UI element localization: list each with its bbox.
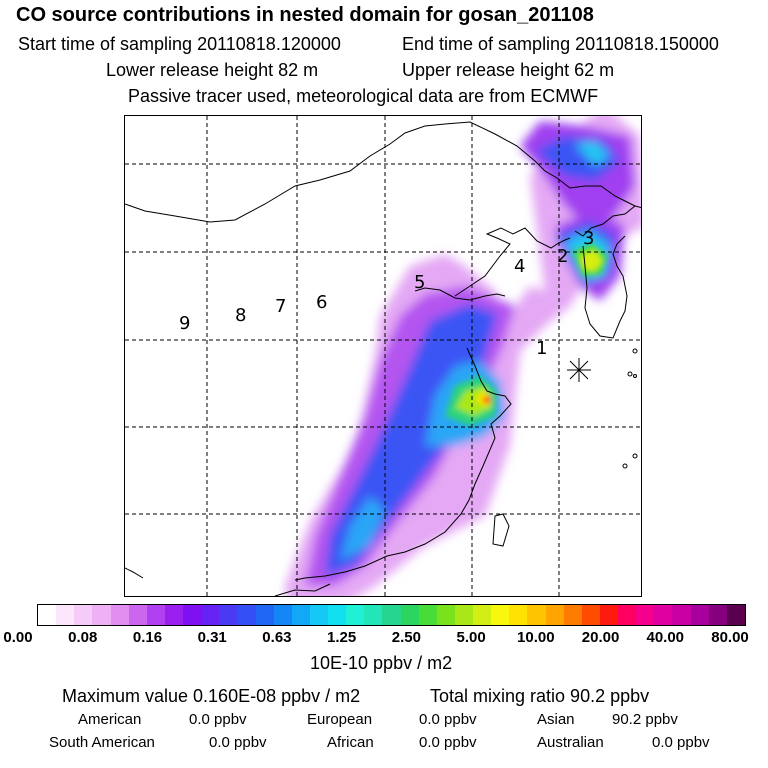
color-swatch (509, 605, 528, 625)
color-swatch (418, 605, 437, 625)
color-swatch (382, 605, 401, 625)
color-scale-bar (37, 604, 746, 626)
color-swatch (672, 605, 691, 625)
region-african-name: African (327, 734, 374, 751)
color-swatch (491, 605, 510, 625)
region-label-4: 4 (514, 256, 526, 277)
region-asian-name: Asian (537, 711, 575, 728)
region-african-value: 0.0 ppbv (419, 734, 477, 751)
color-swatch (255, 605, 274, 625)
color-scale-tick-label: 0.31 (197, 629, 227, 646)
color-scale-units: 10E-10 ppbv / m2 (310, 653, 453, 673)
end-time-label: End time of sampling 20110818.150000 (402, 34, 719, 54)
gosan-receptor-icon (567, 358, 591, 382)
color-swatch (599, 605, 618, 625)
color-swatch (726, 605, 745, 625)
color-swatch (581, 605, 600, 625)
grid-lines (125, 116, 641, 596)
color-swatch (273, 605, 292, 625)
start-time-label: Start time of sampling 20110818.120000 (18, 34, 341, 54)
color-scale-tick-label: 2.50 (391, 629, 421, 646)
color-swatch (164, 605, 183, 625)
region-asian-value: 90.2 ppbv (612, 711, 678, 728)
concentration-field (285, 116, 641, 596)
chart-title: CO source contributions in nested domain… (16, 4, 594, 26)
color-swatch (74, 605, 93, 625)
color-scale-tick-label: 0.08 (68, 629, 98, 646)
color-swatch (183, 605, 202, 625)
concentration-hotspots (445, 244, 607, 426)
color-scale-tick-label: 0.00 (3, 629, 33, 646)
color-swatch (110, 605, 129, 625)
total-mixing-ratio-label: Total mixing ratio 90.2 ppbv (430, 686, 650, 706)
region-label-3: 3 (583, 228, 595, 249)
coastlines (125, 121, 641, 596)
color-swatch (563, 605, 582, 625)
color-swatch (328, 605, 347, 625)
maximum-value-label: Maximum value 0.160E-08 ppbv / m2 (62, 686, 361, 706)
color-swatch (690, 605, 709, 625)
region-label-2: 2 (557, 246, 569, 267)
color-swatch (201, 605, 220, 625)
region-label-6: 6 (316, 292, 328, 313)
color-scale-tick-label: 10.00 (517, 629, 555, 646)
region-label-5: 5 (414, 272, 426, 293)
color-swatch (708, 605, 727, 625)
color-swatch (237, 605, 256, 625)
color-swatch (309, 605, 328, 625)
color-scale-tick-label: 1.25 (327, 629, 357, 646)
color-swatch (146, 605, 165, 625)
color-swatch (636, 605, 655, 625)
lower-release-height-label: Lower release height 82 m (106, 60, 319, 80)
region-label-7: 7 (275, 296, 287, 317)
region-american-value: 0.0 ppbv (189, 711, 247, 728)
color-swatch (654, 605, 673, 625)
color-swatch (38, 605, 57, 625)
color-scale-tick-label: 80.00 (711, 629, 749, 646)
color-scale-tick-label: 40.00 (646, 629, 685, 646)
color-swatch (219, 605, 238, 625)
color-swatch (436, 605, 455, 625)
region-label-1: 1 (536, 338, 548, 359)
color-scale-tick-label: 5.00 (456, 629, 486, 646)
color-scale-tick-label: 0.63 (262, 629, 292, 646)
color-swatch (56, 605, 75, 625)
color-swatch (618, 605, 637, 625)
source-contribution-map: 1 2 3 4 5 6 7 8 9 (124, 115, 642, 597)
region-label-8: 8 (235, 305, 247, 326)
color-scale-tick-label: 20.00 (581, 629, 620, 646)
color-swatch (527, 605, 546, 625)
region-label-9: 9 (179, 313, 191, 334)
region-south-american-value: 0.0 ppbv (209, 734, 267, 751)
color-swatch (545, 605, 564, 625)
color-scale-tick-label: 0.16 (132, 629, 163, 646)
color-swatch (128, 605, 147, 625)
color-swatch (454, 605, 473, 625)
region-american-name: American (78, 711, 142, 728)
color-swatch (364, 605, 383, 625)
region-european-value: 0.0 ppbv (419, 711, 477, 728)
color-swatch (400, 605, 419, 625)
map-canvas (125, 116, 641, 596)
tracer-note: Passive tracer used, meteorological data… (128, 86, 599, 106)
region-south-american-name: South American (49, 734, 155, 751)
region-european-name: European (307, 711, 373, 728)
color-swatch (92, 605, 111, 625)
region-australian-name: Australian (537, 734, 604, 751)
color-swatch (346, 605, 365, 625)
color-swatch (473, 605, 492, 625)
upper-release-height-label: Upper release height 62 m (402, 60, 615, 80)
color-swatch (291, 605, 310, 625)
region-australian-value: 0.0 ppbv (652, 734, 710, 751)
